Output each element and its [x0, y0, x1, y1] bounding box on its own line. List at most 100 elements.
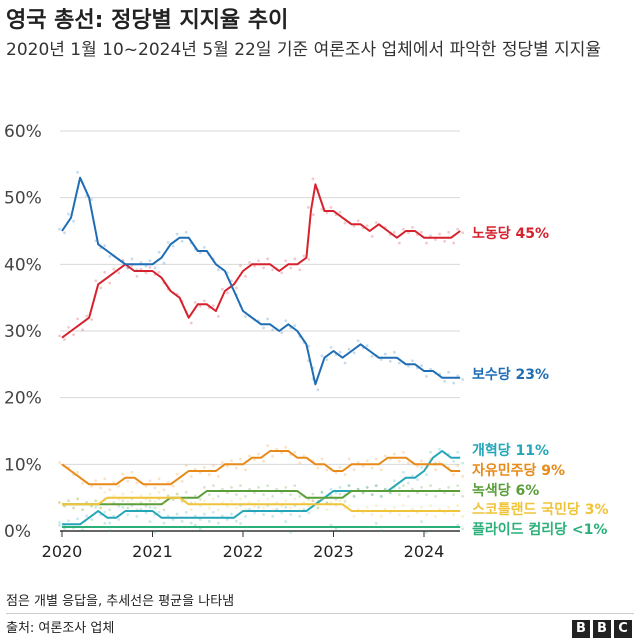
sample-dot — [135, 515, 139, 518]
sample-dot — [248, 454, 251, 458]
sample-dot — [257, 486, 260, 489]
sample-dot — [157, 490, 161, 494]
sample-dot — [338, 466, 342, 469]
sample-dot — [374, 522, 378, 525]
sample-dot — [271, 268, 275, 272]
sample-dot — [153, 506, 157, 510]
sample-dot — [429, 367, 432, 371]
sample-dot — [198, 504, 202, 508]
sample-dot — [253, 504, 256, 508]
sample-dot — [193, 494, 197, 498]
sample-dot — [58, 501, 61, 504]
sample-dot — [402, 450, 405, 454]
sample-dot — [307, 258, 311, 261]
sample-dot — [316, 466, 320, 470]
sample-dot — [239, 484, 242, 487]
sample-dot — [293, 497, 297, 501]
sample-dot — [307, 504, 311, 508]
sample-dot — [253, 458, 256, 461]
sample-dot — [298, 268, 302, 272]
sample-dot — [76, 470, 79, 474]
sample-dot — [397, 486, 401, 490]
sample-dot — [171, 244, 175, 248]
sample-dot — [139, 501, 143, 504]
sample-dot — [193, 501, 197, 504]
sample-dot — [447, 230, 451, 234]
sample-dot — [280, 331, 284, 335]
sample-dot — [425, 241, 428, 245]
sample-dot — [198, 518, 202, 521]
sample-dot — [193, 523, 197, 527]
sample-dot — [262, 513, 265, 516]
sample-dot — [397, 459, 401, 463]
divider — [6, 613, 634, 614]
sample-dot — [135, 508, 139, 512]
sample-dot — [425, 513, 428, 516]
series-line — [61, 176, 461, 386]
series-label: 플라이드 컴리당 <1% — [472, 521, 607, 538]
sample-dot — [379, 358, 383, 361]
sample-dot — [189, 508, 193, 512]
sample-dot — [316, 499, 320, 503]
sample-dot — [262, 326, 265, 330]
sample-dot — [361, 464, 365, 468]
sample-dot — [76, 497, 79, 501]
sample-dot — [402, 504, 405, 507]
sample-dot — [211, 464, 215, 467]
y-tick-label: 0% — [4, 522, 31, 542]
sample-dot — [130, 490, 134, 494]
sample-dot — [379, 529, 383, 532]
y-tick-label: 60% — [4, 122, 42, 142]
y-tick-label: 10% — [4, 455, 42, 475]
sample-dot — [307, 498, 311, 501]
sample-dot — [397, 241, 401, 245]
sample-dot — [230, 499, 233, 503]
sample-dot — [275, 501, 279, 504]
sample-dot — [184, 464, 188, 467]
sample-dot — [271, 328, 275, 332]
sample-dot — [456, 374, 460, 378]
sample-dot — [253, 264, 256, 268]
y-axis: 60% 50% 40% 30% 20% 10% 0% — [4, 122, 42, 542]
sample-dot — [157, 250, 161, 254]
sample-dot — [99, 506, 103, 510]
sample-dot — [239, 457, 242, 461]
sample-dot — [94, 479, 98, 483]
sample-dot — [253, 511, 256, 515]
sample-dot — [230, 459, 233, 463]
sample-dot — [193, 514, 197, 518]
sample-dot — [284, 506, 288, 509]
sample-dot — [103, 510, 107, 514]
sample-dot — [383, 454, 387, 458]
chart-title: 영국 총선: 정당별 지지율 추이 — [6, 8, 289, 33]
sample-dot — [383, 352, 387, 356]
sample-dot — [343, 473, 347, 476]
sample-dot — [429, 234, 432, 238]
sample-dot — [307, 344, 311, 348]
sample-dot — [221, 461, 224, 464]
sample-dot — [103, 270, 107, 274]
sample-dot — [244, 468, 247, 472]
sample-dot — [198, 498, 202, 501]
sample-dot — [162, 488, 166, 492]
sample-dot — [443, 511, 446, 515]
sample-dot — [193, 301, 197, 304]
logo-letter: C — [614, 620, 632, 638]
sample-dot — [407, 515, 410, 518]
sample-dot — [420, 466, 423, 469]
sample-dot — [289, 531, 293, 534]
sample-dot — [334, 527, 338, 531]
sample-dot — [63, 527, 66, 531]
sample-dot — [411, 359, 414, 363]
sample-dot — [320, 354, 324, 358]
sample-dot — [58, 334, 61, 338]
sample-dot — [347, 457, 351, 461]
sample-dot — [306, 206, 310, 209]
sample-dot — [370, 513, 374, 516]
sample-dot — [198, 251, 202, 255]
sample-dot — [392, 506, 396, 509]
sample-dot — [388, 458, 392, 461]
sample-dot — [135, 275, 139, 278]
sample-dot — [189, 521, 193, 525]
sample-dot — [334, 491, 338, 495]
